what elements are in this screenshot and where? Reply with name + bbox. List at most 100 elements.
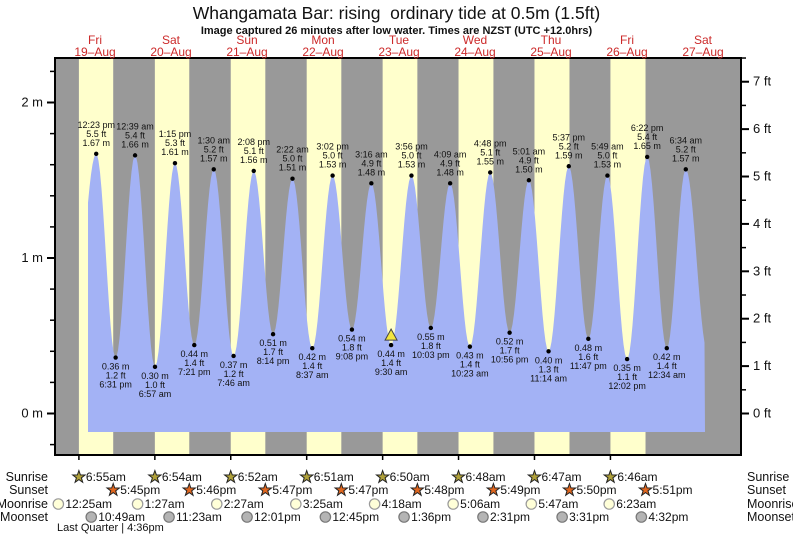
- high-tide-ft: 4.9 ft: [519, 155, 540, 165]
- tide-dot: [152, 364, 158, 370]
- day-label-date: 19–Aug: [74, 45, 115, 59]
- sunrise-time: 6:50am: [390, 470, 430, 484]
- low-tide-ft: 1.4 ft: [657, 361, 678, 371]
- tide-dot: [132, 153, 138, 158]
- low-tide-ft: 1.2 ft: [224, 369, 245, 379]
- sunset-time: 5:45pm: [120, 483, 160, 497]
- low-tide-time: 12:34 am: [648, 370, 686, 380]
- left-axis-label: 0 m: [21, 406, 43, 421]
- row-label-sunrise-right: Sunrise: [747, 470, 789, 484]
- low-tide-ft: 1.4 ft: [302, 361, 323, 371]
- high-tide-ft: 5.2 ft: [676, 144, 697, 154]
- high-tide-time: 3:56 pm: [395, 142, 428, 152]
- tide-dot: [605, 173, 610, 178]
- high-tide-m: 1.56 m: [240, 155, 268, 165]
- low-tide-time: 6:31 pm: [99, 380, 132, 390]
- high-tide-time: 3:16 am: [355, 149, 388, 159]
- sunrise-icon: [71, 468, 87, 484]
- moonrise-icon: [447, 498, 459, 510]
- tide-dot: [94, 151, 99, 157]
- sunset-time: 5:47pm: [348, 483, 388, 497]
- low-tide-m: 0.42 m: [299, 352, 327, 362]
- high-tide-ft: 5.0 ft: [597, 151, 618, 161]
- moonrise-time: 5:47am: [538, 497, 578, 511]
- high-tide-m: 1.55 m: [476, 156, 504, 166]
- row-label-sunrise-left: Sunrise: [6, 470, 48, 484]
- moon-phase-note: Last Quarter | 4:36pm: [57, 522, 164, 534]
- low-tide-m: 0.54 m: [338, 334, 366, 344]
- low-tide-m: 0.36 m: [102, 362, 130, 372]
- moonrise-time: 4:18am: [382, 497, 422, 511]
- day-label-date: 26–Aug: [606, 45, 647, 59]
- day-label-dow: Fri: [88, 33, 102, 47]
- moonrise-icon: [210, 498, 223, 510]
- sunrise-icon: [526, 468, 543, 484]
- row-label-sunset-right: Sunset: [747, 483, 786, 497]
- low-tide-m: 0.52 m: [496, 337, 524, 347]
- low-tide-m: 0.44 m: [181, 349, 209, 359]
- moonset-time: 1:36pm: [411, 510, 451, 524]
- tide-dot: [369, 181, 374, 186]
- low-tide-ft: 1.2 ft: [106, 371, 127, 381]
- high-tide-time: 5:37 pm: [553, 132, 586, 142]
- moonrise-time: 5:06am: [460, 497, 500, 511]
- high-tide-time: 5:49 am: [591, 142, 624, 152]
- moonrise-time: 1:27am: [145, 497, 185, 511]
- sunset-icon: [105, 481, 121, 497]
- tide-dot: [447, 181, 453, 186]
- right-axis-label: 0 ft: [753, 406, 771, 421]
- right-axis-label: 4 ft: [753, 216, 771, 231]
- row-label-moonset-right: Moonset: [747, 510, 793, 524]
- tide-dot: [624, 356, 630, 362]
- tide-dot: [330, 173, 335, 178]
- low-tide-m: 0.37 m: [220, 360, 248, 370]
- moonset-icon: [398, 511, 410, 523]
- day-label-date: 25–Aug: [530, 45, 571, 59]
- right-axis-label: 3 ft: [753, 263, 771, 278]
- low-tide-m: 0.51 m: [259, 338, 287, 348]
- high-tide-ft: 4.9 ft: [440, 158, 461, 168]
- high-tide-ft: 4.9 ft: [361, 158, 382, 168]
- tide-dot: [211, 167, 216, 172]
- tide-dot: [586, 336, 591, 342]
- tide-dot: [546, 349, 551, 354]
- moonrise-icon: [603, 498, 616, 510]
- low-tide-m: 0.40 m: [535, 355, 563, 365]
- day-label-dow: Wed: [463, 33, 487, 47]
- day-label-dow: Mon: [311, 33, 334, 47]
- moonrise-time: 2:27am: [224, 497, 264, 511]
- high-tide-time: 2:08 pm: [237, 137, 270, 147]
- tide-dot: [349, 327, 355, 332]
- low-tide-m: 0.48 m: [575, 343, 603, 353]
- tide-dot: [290, 176, 295, 181]
- low-tide-time: 7:46 am: [217, 378, 250, 388]
- low-tide-time: 12:02 pm: [608, 381, 646, 391]
- high-tide-ft: 5.3 ft: [165, 138, 186, 148]
- high-tide-m: 1.51 m: [279, 163, 307, 173]
- low-tide-ft: 1.4 ft: [381, 358, 402, 368]
- high-tide-ft: 5.5 ft: [86, 129, 107, 139]
- tide-curve: [88, 154, 705, 432]
- high-tide-m: 1.65 m: [633, 141, 661, 151]
- low-tide-ft: 1.4 ft: [460, 360, 481, 370]
- moonset-icon: [556, 511, 568, 523]
- tide-dot: [526, 178, 532, 183]
- low-tide-time: 8:14 pm: [257, 356, 290, 366]
- sunrise-time: 6:55am: [86, 470, 126, 484]
- sunrise-time: 6:51am: [314, 470, 354, 484]
- moonset-time: 10:49am: [98, 510, 145, 524]
- sunset-icon: [257, 481, 273, 497]
- moonset-time: 2:31pm: [490, 510, 530, 524]
- low-tide-m: 0.35 m: [613, 363, 641, 373]
- moonrise-time: 3:25am: [303, 497, 343, 511]
- high-tide-ft: 5.0 ft: [282, 154, 303, 164]
- caption-subtitle: Image captured 26 minutes after low wate…: [200, 25, 593, 37]
- left-axis-label: 1 m: [21, 250, 43, 265]
- low-tide-ft: 1.1 ft: [617, 372, 638, 382]
- day-label-dow: Sun: [236, 33, 257, 47]
- moonset-time: 12:01pm: [254, 510, 301, 524]
- tide-dot: [507, 330, 512, 335]
- low-tide-time: 11:14 am: [530, 373, 567, 383]
- right-axis-label: 1 ft: [753, 358, 771, 373]
- row-label-moonrise-right: Moonrise: [747, 497, 793, 511]
